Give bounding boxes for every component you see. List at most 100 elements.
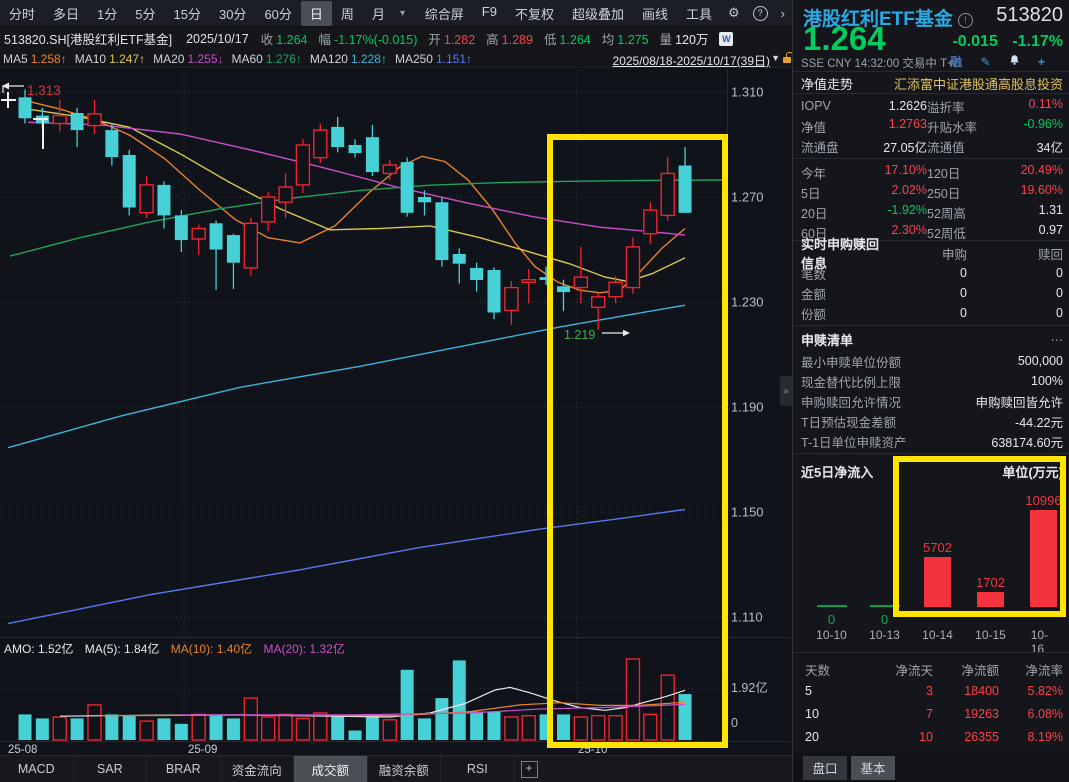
toolbar-tool-工具[interactable]: 工具: [685, 6, 712, 22]
info-icon[interactable]: !: [957, 13, 973, 28]
stat-row-label: 溢折率: [927, 100, 965, 115]
kline-chart[interactable]: 1.310 1.270 1.230 1.190 1.150 1.110 1.92亿 0 25-0…: [0, 68, 790, 755]
price-change: -0.015 -1.17%: [952, 33, 1063, 51]
stat-row-label: 流通值: [927, 140, 965, 155]
perf-row-value: -1.92%: [887, 202, 927, 217]
toolbar-period-30分[interactable]: 30分: [218, 6, 247, 22]
toolbar-period-60分[interactable]: 60分: [264, 6, 292, 22]
quote-field-label: 开: [428, 33, 441, 47]
toolbar-tool-超级叠加[interactable]: 超级叠加: [571, 6, 624, 22]
quote-field: 高 1.289: [486, 29, 533, 48]
toolbar-tool-画线[interactable]: 画线: [641, 6, 668, 22]
realtime-subscribe-value: 0: [960, 306, 967, 320]
indicator-tab-资金流向[interactable]: 资金流向: [221, 756, 294, 782]
realtime-row-label: 金额: [801, 287, 827, 302]
ma-number: 1.151↑: [435, 51, 473, 66]
change-percent: -1.17%: [1012, 33, 1063, 50]
svg-text:25-09: 25-09: [188, 744, 217, 755]
indicator-tab-RSI[interactable]: RSI: [441, 756, 515, 782]
toolbar-tool-不复权[interactable]: 不复权: [514, 6, 554, 22]
list-row-label: 申购赎回允许情况: [801, 395, 902, 410]
table-cell: 19263: [964, 707, 999, 721]
ma-items: MA5 1.258↑ MA10 1.247↑ MA20 1.255↓ MA60 1.276↑ M…: [3, 52, 480, 66]
top-toolbar: 分时 多日 1分 5分 15分 30分 60分日周月 ▾ 综合屏 F9 不复权 超级叠加 画线 工具 …: [0, 0, 792, 27]
toolbar-period-15分[interactable]: 15分: [173, 6, 201, 22]
nav-fund-fullname: 汇添富中证港股通高股息投资: [893, 76, 1063, 92]
chevron-right-icon[interactable]: ›: [780, 5, 785, 21]
stat-row-label: 升贴水率: [927, 120, 978, 135]
toolbar-period-周[interactable]: 周: [340, 6, 354, 22]
quote-field-label: 低: [543, 33, 557, 47]
panel-tab-基本[interactable]: 基本: [851, 755, 895, 780]
margin-badge[interactable]: 融: [950, 55, 963, 69]
perf-row-label: 20日: [801, 206, 828, 221]
list-row-value: -44.22元: [1015, 415, 1063, 430]
date-range-selector[interactable]: 2025/08/18-2025/10/17(39日): [612, 54, 770, 68]
indicator-tab-BRAR[interactable]: BRAR: [147, 756, 221, 782]
stat-row-label: 流通盘: [801, 140, 839, 155]
panel-collapse-handle[interactable]: »: [780, 376, 792, 406]
fund-title-row: 港股红利ETF基金!: [793, 4, 1069, 31]
netflow-bar: [1030, 510, 1057, 607]
ma-label: MA10: [74, 51, 107, 66]
svg-text:1.230: 1.230: [731, 295, 764, 310]
toolbar-tool-综合屏[interactable]: 综合屏: [424, 6, 464, 22]
nav-row[interactable]: 净值走势 汇添富中证港股通高股息投资: [793, 74, 1069, 92]
table-cell: 20: [805, 730, 819, 744]
chevron-down-icon[interactable]: ▾: [399, 7, 405, 19]
svg-text:1.310: 1.310: [731, 85, 764, 100]
toolbar-period-1分[interactable]: 1分: [97, 6, 118, 22]
amo-label: AMO: 1.52亿: [4, 642, 74, 656]
quote-field: 开 1.282: [428, 29, 475, 48]
gear-icon[interactable]: ⚙: [728, 5, 740, 20]
toolbar-period-日[interactable]: 日: [300, 0, 332, 26]
realtime-redeem-value: 0: [1056, 286, 1063, 300]
stat-row-label: 净值: [801, 120, 827, 135]
toolbar-tools: 综合屏 F9 不复权 超级叠加 画线 工具: [416, 1, 721, 26]
netflow-zero-line: [869, 605, 900, 607]
realtime-title: 实时申购赎回信息: [801, 237, 880, 271]
netflow-zero-label: 0: [880, 612, 889, 627]
svg-text:25-08: 25-08: [8, 744, 37, 755]
toolbar-period-5分[interactable]: 5分: [135, 6, 156, 22]
table-cell: 26355: [964, 730, 999, 744]
indicator-tab-MACD[interactable]: MACD: [0, 756, 74, 782]
more-icon[interactable]: ⋯: [1050, 332, 1064, 347]
netflow-bar-value: 5702: [923, 540, 952, 555]
bell-icon[interactable]: [1009, 55, 1020, 69]
meta-icons: 融 ✎ +: [944, 53, 1054, 70]
toolbar-period-多日[interactable]: 多日: [53, 6, 80, 22]
perf-row: 60日 2.30% 52周低 0.97: [793, 223, 1069, 241]
indicator-tab-融资余额[interactable]: 融资余额: [368, 756, 441, 782]
add-indicator-button[interactable]: +: [520, 760, 538, 778]
divider: [793, 71, 1069, 72]
ma-value-MA250: MA250 1.151↑: [395, 52, 472, 66]
netflow-bar: [977, 592, 1004, 607]
panel-tab-盘口[interactable]: 盘口: [803, 755, 847, 780]
toolbar-period-分时[interactable]: 分时: [9, 6, 36, 22]
chevron-down-icon[interactable]: ▼: [771, 53, 780, 63]
volume-ma5-label: MA(5): 1.84亿: [84, 642, 160, 656]
perf-row-label: 250日: [927, 186, 961, 201]
wp-icon[interactable]: W: [719, 31, 734, 46]
realtime-row: 份额 0 0: [793, 304, 1069, 322]
ma-value-MA120: MA120 1.228↑: [310, 52, 387, 66]
symbol-label[interactable]: 513820.SH[港股红利ETF基金]: [4, 33, 173, 47]
toolbar-tool-F9[interactable]: F9: [481, 3, 497, 19]
redeem-col-header: 赎回: [1037, 247, 1063, 262]
indicator-tab-成交额[interactable]: 成交额: [294, 756, 368, 782]
realtime-redeem-value: 0: [1056, 266, 1063, 280]
ma-value-MA10: MA10 1.247↑: [75, 52, 145, 66]
list-row-value: 638174.60元: [991, 435, 1063, 450]
add-icon[interactable]: +: [1037, 54, 1045, 69]
help-icon[interactable]: ?: [752, 5, 768, 21]
volume-indicator-labels: AMO: 1.52亿 MA(5): 1.84亿 MA(10): 1.40亿 MA…: [4, 640, 353, 657]
pencil-icon[interactable]: ✎: [980, 54, 991, 69]
list-row-value: 申购赎回皆允许: [975, 395, 1063, 410]
svg-text:1.190: 1.190: [731, 400, 764, 415]
netflow-title: 近5日净流入: [801, 464, 874, 480]
toolbar-period-月[interactable]: 月: [371, 6, 385, 22]
unlock-icon[interactable]: [783, 52, 793, 63]
perf-row-label: 今年: [801, 166, 827, 181]
indicator-tab-SAR[interactable]: SAR: [74, 756, 147, 782]
